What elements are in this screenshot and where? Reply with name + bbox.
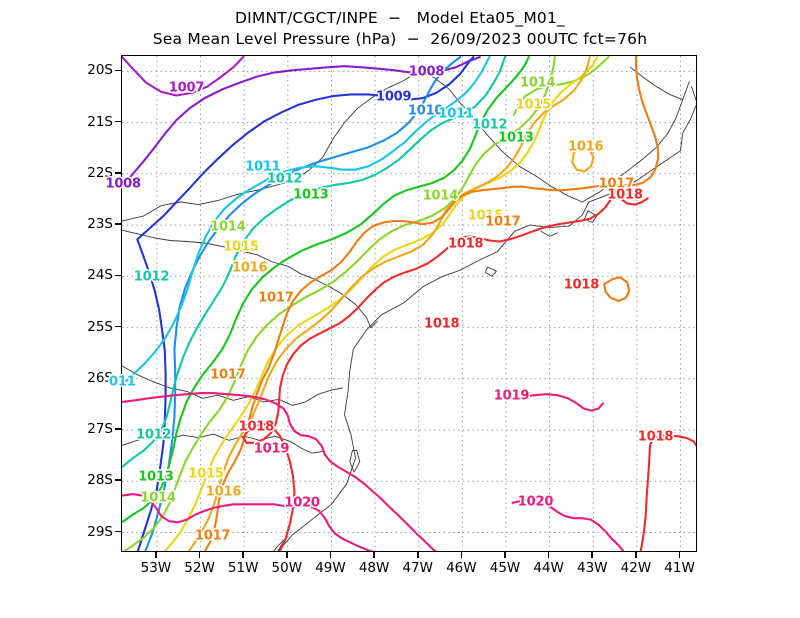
ytick-mark — [115, 479, 121, 482]
xtick-mark — [547, 552, 550, 558]
contour-label: 1018 — [607, 187, 643, 203]
contour-label: 1016 — [231, 260, 268, 276]
xtick-label: 41W — [664, 560, 695, 576]
plot-area — [121, 55, 697, 552]
ytick-label: 28S — [87, 472, 113, 489]
ytick-mark — [115, 120, 121, 123]
xtick-label: 42W — [620, 560, 652, 576]
contour-label: 1020 — [517, 494, 554, 510]
contour-label: 1011 — [245, 159, 281, 175]
contour-label: 1013 — [498, 130, 534, 146]
xtick-mark — [416, 552, 419, 558]
xtick-mark — [373, 552, 375, 558]
xtick-mark — [198, 552, 201, 558]
xtick-label: 52W — [184, 560, 215, 576]
contour-label: 1018 — [423, 316, 460, 332]
xtick-label: 47W — [402, 560, 433, 576]
contour-label: 1007 — [168, 80, 205, 96]
ytick-mark — [115, 172, 121, 174]
contour-label: 1014 — [210, 219, 246, 235]
xtick-label: 51W — [227, 560, 259, 576]
ytick-mark — [115, 274, 121, 277]
contour-label: 1014 — [140, 490, 176, 506]
xtick-mark — [242, 552, 244, 558]
xtick-label: 49W — [315, 560, 346, 576]
contour-label: 1012 — [266, 171, 303, 187]
xtick-mark — [504, 552, 506, 558]
xtick-label: 45W — [489, 560, 521, 576]
contour-label: 1020 — [284, 495, 320, 511]
xtick-mark — [329, 552, 332, 558]
contour-label: 1018 — [637, 429, 674, 445]
ytick-label: 26S — [87, 369, 113, 386]
ytick-mark — [115, 223, 121, 225]
xtick-mark — [286, 552, 288, 558]
contour-label: 1014 — [519, 75, 556, 91]
isobar-contours-layer — [122, 56, 696, 551]
xtick-label: 50W — [271, 560, 303, 576]
contour-label: 1008 — [408, 64, 445, 80]
contour-label: 1015 — [223, 239, 259, 255]
xtick-label: 43W — [577, 560, 608, 576]
ytick-label: 23S — [87, 216, 113, 233]
title-line-2: Sea Mean Level Pressure (hPa) − 26/09/20… — [152, 30, 648, 48]
ytick-mark — [115, 376, 121, 379]
title-line-1: DIMNT/CGCT/INPE − Model Eta05_M01_ — [235, 9, 565, 27]
contour-label: 1008 — [105, 176, 141, 192]
ytick-label: 25S — [87, 318, 113, 335]
contour-label: 1012 — [471, 117, 508, 133]
chart-title-block: DIMNT/CGCT/INPE − Model Eta05_M01_ Sea M… — [0, 8, 800, 50]
xtick-label: 46W — [446, 560, 477, 576]
contour-label: 1017 — [598, 176, 635, 192]
ytick-label: 29S — [87, 523, 113, 540]
ytick-label: 22S — [87, 164, 113, 181]
ytick-mark — [115, 325, 121, 328]
ytick-mark — [115, 428, 121, 430]
contour-label: 1017 — [485, 214, 521, 229]
contour-label: 1010 — [407, 103, 444, 119]
contour-label: 1016 — [205, 484, 242, 499]
contour-label: 1019 — [253, 441, 290, 456]
contour-label: 1012 — [135, 427, 172, 443]
ytick-mark — [115, 530, 121, 533]
contour-label: 1014 — [422, 188, 459, 204]
xtick-mark — [460, 552, 463, 558]
contour-label: 1018 — [238, 419, 275, 434]
contour-label: 1009 — [375, 89, 412, 105]
contour-label: 1018 — [447, 236, 484, 252]
contour-label: 1015 — [467, 208, 504, 224]
contour-label: 1013 — [293, 187, 329, 203]
xtick-mark — [155, 552, 157, 558]
contour-label: 1017 — [210, 367, 246, 383]
xtick-mark — [591, 552, 594, 558]
ytick-label: 21S — [87, 113, 113, 130]
xtick-mark — [635, 552, 637, 558]
contour-label: 1016 — [567, 139, 604, 155]
xtick-label: 48W — [358, 560, 390, 576]
contour-label: 1018 — [563, 277, 600, 292]
contour-label: 1013 — [138, 469, 174, 485]
contour-label: 011 — [109, 374, 136, 390]
contour-label: 1012 — [133, 269, 170, 285]
xtick-label: 53W — [140, 560, 172, 576]
xtick-mark — [678, 552, 681, 558]
ytick-label: 24S — [87, 267, 113, 284]
contour-label: 1011 — [438, 106, 474, 122]
contour-label: 1017 — [258, 290, 294, 306]
ytick-mark — [115, 69, 121, 72]
contour-label: 1017 — [194, 528, 231, 544]
contour-label: 1015 — [188, 466, 224, 482]
contour-label: 1019 — [493, 388, 530, 404]
ytick-label: 20S — [87, 62, 113, 79]
contour-label: 1015 — [515, 97, 552, 113]
ytick-label: 27S — [87, 421, 113, 438]
xtick-label: 44W — [533, 560, 564, 576]
plot-inner — [122, 56, 696, 551]
